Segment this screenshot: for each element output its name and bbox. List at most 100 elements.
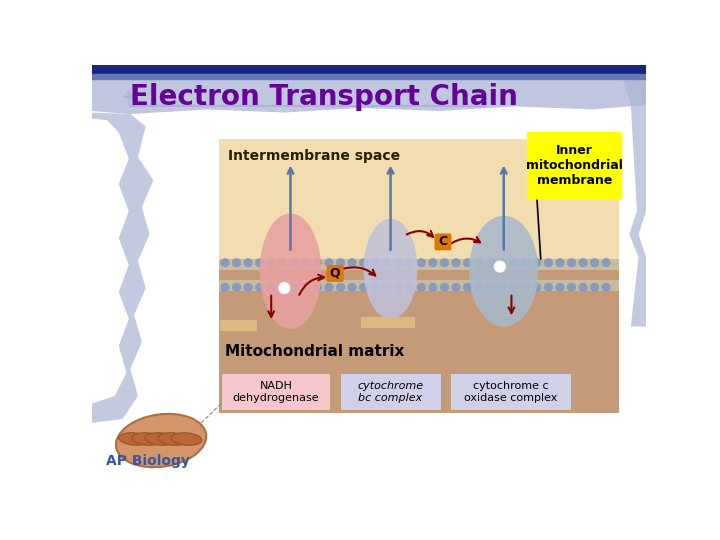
Bar (219, 280, 619, 291)
Ellipse shape (116, 414, 206, 467)
Text: Electron Transport Chain: Electron Transport Chain (130, 83, 518, 111)
Circle shape (510, 259, 518, 267)
Bar (341, 374, 441, 410)
Circle shape (302, 259, 310, 267)
FancyBboxPatch shape (434, 233, 451, 251)
Circle shape (348, 259, 356, 267)
Circle shape (360, 284, 367, 291)
Circle shape (302, 284, 310, 291)
Circle shape (487, 259, 495, 267)
Bar (219, 139, 619, 413)
Ellipse shape (364, 219, 418, 319)
Circle shape (418, 284, 426, 291)
Circle shape (221, 284, 229, 291)
Circle shape (256, 284, 264, 291)
Circle shape (464, 259, 472, 267)
Circle shape (533, 284, 541, 291)
Bar (92, 65, 647, 75)
Polygon shape (92, 112, 153, 423)
Circle shape (406, 259, 414, 267)
Bar (451, 374, 571, 410)
Circle shape (395, 259, 402, 267)
Circle shape (579, 284, 587, 291)
Text: Inner
mitochondrial
membrane: Inner mitochondrial membrane (526, 144, 623, 187)
Circle shape (590, 259, 598, 267)
Circle shape (314, 284, 321, 291)
Circle shape (521, 259, 529, 267)
Text: Q: Q (330, 267, 341, 280)
Circle shape (233, 259, 240, 267)
Circle shape (429, 284, 437, 291)
Ellipse shape (260, 213, 321, 329)
Circle shape (279, 284, 287, 291)
Circle shape (372, 284, 379, 291)
Bar (219, 139, 619, 259)
Text: C: C (438, 235, 448, 248)
Circle shape (521, 284, 529, 291)
Circle shape (418, 259, 426, 267)
Circle shape (464, 284, 472, 291)
Circle shape (544, 259, 552, 267)
FancyBboxPatch shape (327, 265, 343, 282)
Bar (222, 374, 330, 410)
Circle shape (256, 259, 264, 267)
Circle shape (544, 284, 552, 291)
Bar (219, 259, 619, 269)
Circle shape (337, 284, 344, 291)
Circle shape (556, 259, 564, 267)
Circle shape (244, 259, 252, 267)
Text: AP Biology: AP Biology (106, 454, 189, 468)
Circle shape (452, 259, 460, 267)
Circle shape (267, 284, 275, 291)
FancyBboxPatch shape (527, 132, 622, 200)
Ellipse shape (132, 433, 163, 446)
Circle shape (498, 259, 506, 267)
Text: NADH
dehydrogenase: NADH dehydrogenase (233, 381, 319, 403)
Text: cytochrome c
oxidase complex: cytochrome c oxidase complex (464, 381, 557, 403)
Circle shape (533, 259, 541, 267)
Circle shape (406, 284, 414, 291)
Circle shape (360, 259, 367, 267)
Circle shape (579, 259, 587, 267)
Circle shape (244, 284, 252, 291)
Circle shape (372, 259, 379, 267)
Bar (92, 74, 647, 79)
Polygon shape (623, 79, 647, 327)
Circle shape (441, 284, 449, 291)
Ellipse shape (145, 433, 176, 446)
Circle shape (498, 284, 506, 291)
Circle shape (233, 284, 240, 291)
Circle shape (487, 284, 495, 291)
Circle shape (510, 284, 518, 291)
Ellipse shape (158, 433, 189, 446)
Circle shape (383, 259, 390, 267)
Bar (220, 320, 257, 331)
Text: Mitochondrial matrix: Mitochondrial matrix (225, 344, 405, 359)
Circle shape (495, 261, 505, 272)
Circle shape (383, 284, 390, 291)
Bar (361, 318, 415, 328)
Circle shape (590, 284, 598, 291)
Circle shape (325, 259, 333, 267)
Circle shape (290, 284, 298, 291)
Circle shape (429, 259, 437, 267)
Text: Intermembrane space: Intermembrane space (228, 148, 400, 163)
Ellipse shape (171, 433, 202, 446)
Circle shape (452, 284, 460, 291)
Circle shape (314, 259, 321, 267)
Circle shape (267, 259, 275, 267)
Circle shape (290, 259, 298, 267)
Ellipse shape (119, 433, 150, 446)
Circle shape (325, 284, 333, 291)
Text: cytochrome
bc complex: cytochrome bc complex (358, 381, 423, 403)
Circle shape (221, 259, 229, 267)
Polygon shape (92, 79, 647, 114)
Circle shape (556, 284, 564, 291)
Circle shape (475, 259, 483, 267)
Circle shape (441, 259, 449, 267)
Circle shape (348, 284, 356, 291)
Circle shape (395, 284, 402, 291)
Circle shape (279, 259, 287, 267)
Circle shape (603, 259, 610, 267)
Circle shape (567, 284, 575, 291)
